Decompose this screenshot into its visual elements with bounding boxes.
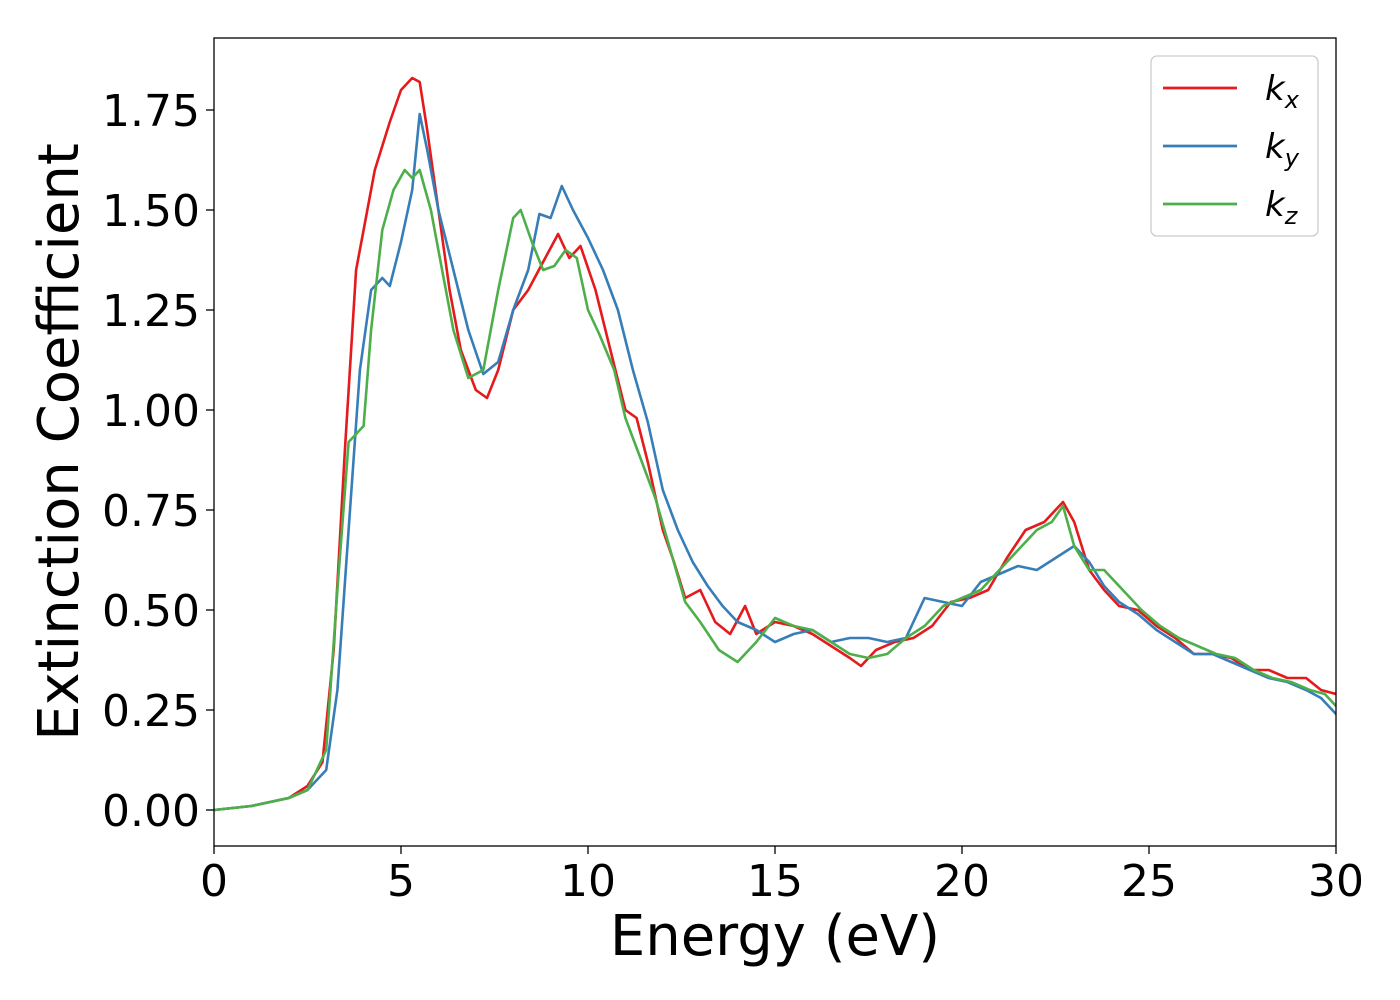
x-tick-label: 10 [560,856,616,907]
x-tick-label: 20 [934,856,990,907]
x-axis-label: Energy (eV) [610,904,940,969]
x-tick-label: 25 [1121,856,1177,907]
x-tick-label: 30 [1308,856,1364,907]
plot-lines [214,76,1336,812]
y-tick-label: 1.00 [102,386,200,437]
x-tick-label: 15 [747,856,803,907]
y-axis-label: Extinction Coefficient [27,143,92,741]
legend-label-z: kz [1265,185,1299,230]
y-tick-label: 1.75 [102,86,200,137]
y-tick-label: 1.25 [102,286,200,337]
series-line-x [214,76,1336,812]
series-line-z [214,168,1336,812]
y-tick-label: 0.50 [102,586,200,637]
legend-label-y: ky [1265,127,1300,172]
y-tick-label: 0.00 [102,786,200,837]
x-tick-label: 5 [387,856,415,907]
legend-label-x: kx [1265,69,1300,114]
y-tick-label: 0.25 [102,686,200,737]
legend: kx ky kz [1150,55,1319,237]
series-line-y [214,112,1336,812]
x-tick-label: 0 [200,856,228,907]
x-axis-ticks: 0 5 10 15 20 25 30 [200,846,1364,907]
y-tick-label: 0.75 [102,486,200,537]
y-axis-ticks: 0.00 0.25 0.50 0.75 1.00 1.25 1.50 1.75 [102,86,214,837]
y-tick-label: 1.50 [102,186,200,237]
